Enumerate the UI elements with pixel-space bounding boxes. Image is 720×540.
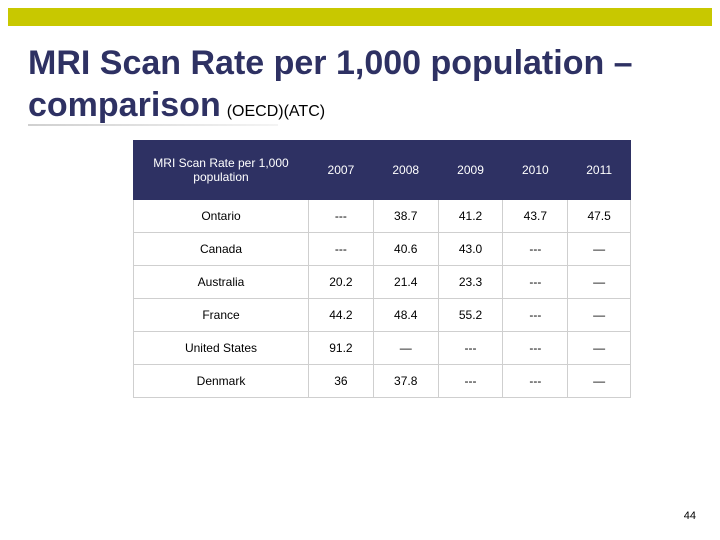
value-cell: ---: [502, 331, 569, 365]
table-row: Canada --- 40.6 43.0 --- —: [133, 232, 631, 266]
mri-rate-table: MRI Scan Rate per 1,000 population 2007 …: [133, 140, 631, 398]
value-cell: ---: [308, 232, 374, 266]
header-cell-2009: 2009: [437, 140, 504, 200]
table-row: United States 91.2 — --- --- —: [133, 331, 631, 365]
country-cell: Canada: [133, 232, 309, 266]
slide-title: MRI Scan Rate per 1,000 population –comp…: [28, 42, 720, 133]
country-cell: Australia: [133, 265, 309, 299]
value-cell: —: [567, 232, 631, 266]
page-number: 44: [683, 510, 696, 522]
value-cell: —: [567, 331, 631, 365]
value-cell: 36: [308, 364, 374, 398]
title-divider: [28, 124, 278, 126]
value-cell: 91.2: [308, 331, 374, 365]
value-cell: —: [372, 331, 439, 365]
value-cell: ---: [308, 199, 374, 233]
value-cell: ---: [437, 364, 504, 398]
header-cell-2010: 2010: [502, 140, 569, 200]
value-cell: 47.5: [567, 199, 631, 233]
table-row: Denmark 36 37.8 --- --- —: [133, 364, 631, 398]
value-cell: ---: [502, 232, 569, 266]
value-cell: 23.3: [437, 265, 504, 299]
value-cell: —: [567, 298, 631, 332]
value-cell: 43.7: [502, 199, 569, 233]
header-cell-metric: MRI Scan Rate per 1,000 population: [133, 140, 309, 200]
value-cell: 20.2: [308, 265, 374, 299]
value-cell: 41.2: [437, 199, 504, 233]
value-cell: 38.7: [372, 199, 439, 233]
title-source: (OECD)(ATC): [226, 103, 326, 120]
value-cell: 37.8: [372, 364, 439, 398]
value-cell: 43.0: [437, 232, 504, 266]
value-cell: ---: [502, 298, 569, 332]
value-cell: 44.2: [308, 298, 374, 332]
top-accent-bar: [8, 8, 712, 26]
value-cell: 48.4: [372, 298, 439, 332]
table-row: Australia 20.2 21.4 23.3 --- —: [133, 265, 631, 299]
value-cell: ---: [437, 331, 504, 365]
value-cell: ---: [502, 364, 569, 398]
table-row: France 44.2 48.4 55.2 --- —: [133, 298, 631, 332]
value-cell: ---: [502, 265, 569, 299]
value-cell: —: [567, 364, 631, 398]
value-cell: 40.6: [372, 232, 439, 266]
value-cell: —: [567, 265, 631, 299]
header-cell-2007: 2007: [308, 140, 374, 200]
table-header-row: MRI Scan Rate per 1,000 population 2007 …: [133, 140, 631, 200]
country-cell: Denmark: [133, 364, 309, 398]
table-row: Ontario --- 38.7 41.2 43.7 47.5: [133, 199, 631, 233]
header-cell-2011: 2011: [567, 140, 631, 200]
value-cell: 55.2: [437, 298, 504, 332]
title-main: MRI Scan Rate per 1,000 population –comp…: [28, 44, 633, 124]
country-cell: France: [133, 298, 309, 332]
country-cell: Ontario: [133, 199, 309, 233]
header-cell-2008: 2008: [372, 140, 439, 200]
value-cell: 21.4: [372, 265, 439, 299]
country-cell: United States: [133, 331, 309, 365]
